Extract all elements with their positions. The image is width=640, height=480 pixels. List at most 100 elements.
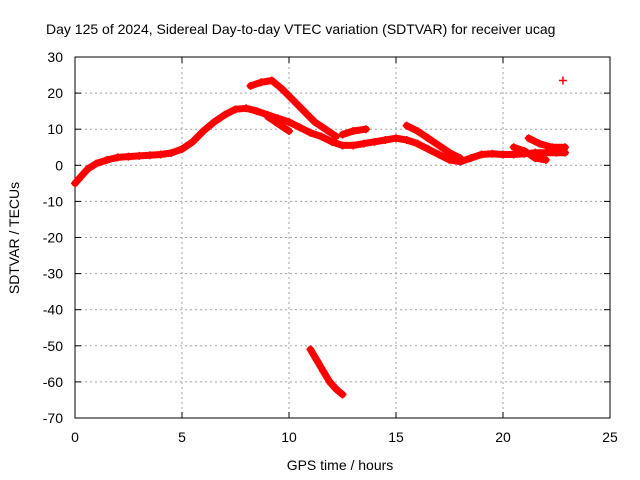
data-point: [246, 81, 255, 90]
data-point: [362, 125, 371, 134]
series-main-trace: [71, 104, 570, 188]
x-tick-label: 5: [178, 429, 186, 445]
data-point: [332, 385, 341, 394]
y-tick-label: 0: [55, 157, 63, 173]
series-branch-e: [524, 134, 570, 152]
y-axis-ticks: -70 -60 -50 -40 -30 -20 -10 0 10 20 30: [43, 49, 610, 426]
data-point: [145, 151, 154, 160]
data-point: [338, 390, 347, 399]
series-branch-b: [338, 125, 371, 139]
data-point: [242, 104, 251, 113]
data-point: [156, 150, 165, 159]
gridlines: [75, 57, 610, 418]
y-tick-label: 20: [47, 85, 63, 101]
y-tick-label: -10: [43, 193, 63, 209]
y-tick-label: -50: [43, 338, 63, 354]
data-point: [113, 153, 122, 162]
data-point: [349, 127, 358, 136]
data-point: [124, 152, 133, 161]
y-tick-label: -60: [43, 374, 63, 390]
data-point: [541, 155, 550, 164]
data-point: [299, 107, 308, 116]
data-point: [325, 377, 334, 386]
series-upper-arc: [246, 76, 341, 141]
data-point: [263, 112, 272, 121]
series-lower-arc: [306, 345, 347, 399]
data-series: [71, 76, 570, 399]
data-point: [306, 345, 315, 354]
y-axis-label: SDTVAR / TECUs: [6, 182, 22, 294]
series-line: [525, 134, 569, 151]
y-tick-label: 30: [47, 49, 63, 65]
y-tick-label: -30: [43, 266, 63, 282]
y-tick-label: -70: [43, 410, 63, 426]
data-point: [402, 136, 411, 145]
data-point: [83, 164, 92, 173]
data-point: [558, 76, 567, 85]
data-point: [103, 155, 112, 164]
x-axis-ticks: 0 5 10 15 20 25: [71, 57, 618, 445]
data-point: [278, 85, 287, 94]
chart-title: Day 125 of 2024, Sidereal Day-to-day VTE…: [46, 21, 555, 37]
data-point: [289, 96, 298, 105]
series-line: [306, 345, 346, 398]
data-point: [402, 121, 411, 130]
data-point: [445, 155, 454, 164]
y-tick-label: -40: [43, 302, 63, 318]
data-point: [424, 145, 433, 154]
data-point: [317, 132, 326, 141]
data-point: [306, 128, 315, 137]
data-point: [267, 76, 276, 85]
data-point: [413, 127, 422, 136]
series-branch-d: [509, 143, 550, 164]
data-point: [257, 78, 266, 87]
series-line: [510, 143, 550, 164]
data-point: [424, 134, 433, 143]
data-point: [252, 107, 261, 116]
data-point: [413, 139, 422, 148]
data-point: [488, 149, 497, 158]
x-tick-label: 20: [495, 429, 511, 445]
data-point: [319, 367, 328, 376]
data-point: [220, 110, 229, 119]
data-point: [188, 137, 197, 146]
data-point: [499, 150, 507, 159]
data-point: [332, 132, 341, 141]
data-point: [434, 141, 443, 150]
data-point: [338, 130, 347, 139]
data-point: [77, 172, 86, 181]
series-outlier: [558, 76, 567, 85]
data-point: [338, 141, 347, 150]
x-tick-label: 25: [602, 429, 618, 445]
data-point: [135, 151, 144, 160]
data-point: [312, 356, 321, 365]
x-tick-label: 10: [281, 429, 297, 445]
data-point: [92, 159, 101, 168]
data-point: [349, 141, 358, 150]
data-point: [310, 117, 319, 126]
data-point: [445, 148, 454, 157]
data-point: [295, 123, 304, 132]
data-point: [535, 139, 544, 148]
data-point: [541, 148, 550, 157]
data-point: [561, 143, 570, 152]
data-point: [524, 134, 533, 143]
data-point: [285, 127, 293, 136]
data-point: [392, 134, 400, 143]
data-point: [274, 119, 283, 128]
data-point: [321, 125, 330, 134]
data-point: [285, 117, 293, 126]
data-point: [359, 139, 368, 148]
data-point: [199, 127, 208, 136]
data-point: [167, 149, 176, 158]
data-point: [381, 136, 390, 145]
data-point: [520, 146, 529, 155]
series-branch-a: [263, 112, 293, 136]
data-point: [456, 154, 465, 163]
data-point: [509, 150, 518, 159]
x-tick-label: 15: [388, 429, 404, 445]
data-point: [71, 179, 79, 188]
y-tick-label: 10: [47, 121, 63, 137]
